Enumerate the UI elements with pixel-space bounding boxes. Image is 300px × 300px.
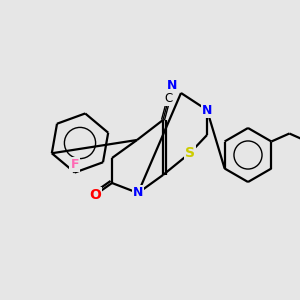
Text: C: C [165, 92, 173, 105]
Text: N: N [167, 79, 178, 92]
Text: S: S [185, 146, 195, 160]
Text: O: O [89, 188, 101, 202]
Text: N: N [133, 187, 143, 200]
Text: N: N [202, 103, 212, 116]
Text: F: F [70, 158, 79, 171]
